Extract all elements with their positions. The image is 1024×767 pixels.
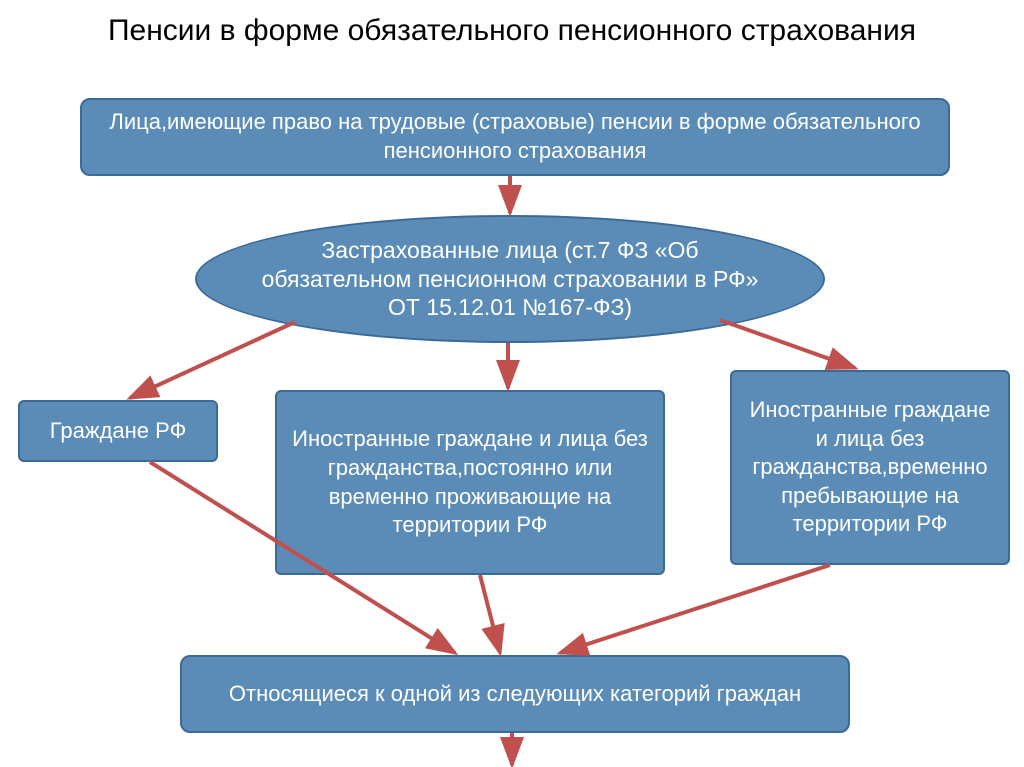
node-label: Относящиеся к одной из следующих категор… [229,680,801,709]
node-label: Иностранные граждане и лица без гражданс… [291,425,649,539]
node-citizens-rf: Граждане РФ [18,400,218,462]
node-label: Граждане РФ [50,417,187,446]
arrow-ellipse-to-left [130,322,295,398]
node-insured-persons: Застрахованные лица (ст.7 ФЗ «Об обязате… [195,215,825,343]
node-foreign-residing: Иностранные граждане и лица без гражданс… [275,390,665,575]
arrow-right-to-bottom [560,565,830,653]
node-label: Лица,имеющие право на трудовые (страховы… [96,108,934,165]
diagram-title: Пенсии в форме обязательного пенсионного… [0,12,1024,50]
node-top-persons: Лица,имеющие право на трудовые (страховы… [80,98,950,176]
node-label: Иностранные граждане и лица без гражданс… [746,396,994,539]
node-foreign-temporary: Иностранные граждане и лица без гражданс… [730,370,1010,565]
node-categories: Относящиеся к одной из следующих категор… [180,655,850,733]
arrow-mid-to-bottom [480,575,500,653]
node-label: Застрахованные лица (ст.7 ФЗ «Об обязате… [257,236,763,322]
arrow-ellipse-to-right [720,320,855,368]
